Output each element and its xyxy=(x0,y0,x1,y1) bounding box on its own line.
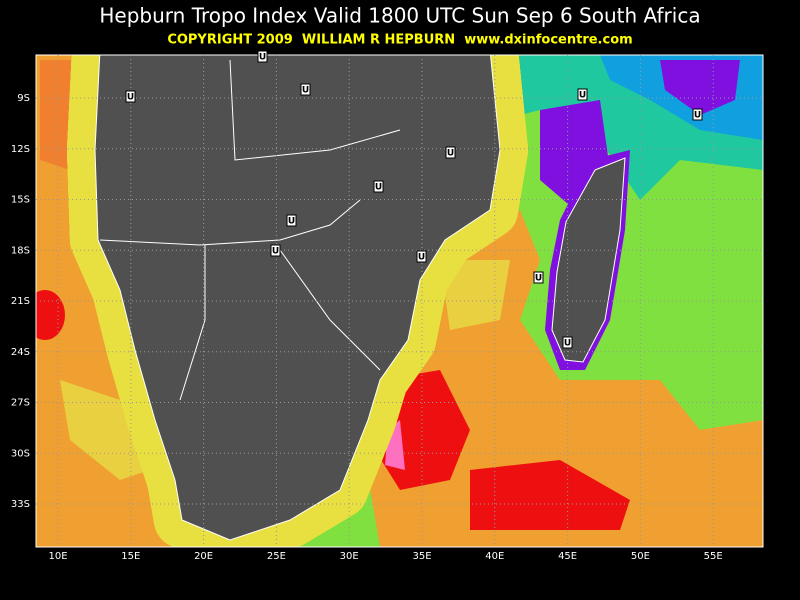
africa xyxy=(94,55,501,541)
title: Hepburn Tropo Index Valid 1800 UTC Sun S… xyxy=(99,4,700,28)
marker-label: U xyxy=(564,339,571,349)
lat-label: 12S xyxy=(11,144,30,155)
lon-label: 10E xyxy=(48,551,67,562)
purple-zone xyxy=(660,60,740,115)
marker-box xyxy=(445,146,456,159)
lon-label: 55E xyxy=(704,551,723,562)
lat-label: 24S xyxy=(11,347,30,358)
marker-label: U xyxy=(127,93,134,103)
madagascar xyxy=(551,157,626,363)
marker-box xyxy=(562,336,573,349)
lat-label: 33S xyxy=(11,499,30,510)
map-area xyxy=(36,55,763,547)
marker-label: U xyxy=(535,274,542,284)
lon-label: 50E xyxy=(631,551,650,562)
lat-label: 30S xyxy=(11,448,30,459)
lon-label: 35E xyxy=(412,551,431,562)
lon-label: 40E xyxy=(485,551,504,562)
lon-label: 15E xyxy=(121,551,140,562)
marker-label: U xyxy=(259,53,266,63)
lat-label: 18S xyxy=(11,245,30,256)
marker-label: U xyxy=(694,111,701,121)
marker-box xyxy=(373,180,384,193)
copyright: COPYRIGHT 2009 WILLIAM R HEPBURN www.dxi… xyxy=(167,33,632,48)
marker-label: U xyxy=(272,247,279,257)
marker-box xyxy=(300,83,311,96)
borders xyxy=(99,59,401,401)
lon-label: 20E xyxy=(194,551,213,562)
marker-label: U xyxy=(579,91,586,101)
lat-label: 9S xyxy=(17,93,30,104)
lat-label: 27S xyxy=(11,398,30,409)
marker-label: U xyxy=(447,149,454,159)
lon-label: 45E xyxy=(558,551,577,562)
lat-label: 15S xyxy=(11,195,30,206)
marker-box xyxy=(577,88,588,101)
lon-label: 25E xyxy=(267,551,286,562)
marker-box xyxy=(533,271,544,284)
marker-label: U xyxy=(302,86,309,96)
yellow-zone xyxy=(60,380,150,480)
marker-label: U xyxy=(288,217,295,227)
marker-label: U xyxy=(418,253,425,263)
red-zone-2 xyxy=(470,460,630,530)
marker-label: U xyxy=(375,183,382,193)
lat-label: 21S xyxy=(11,296,30,307)
marker-box xyxy=(125,90,136,103)
yellow-zone-2 xyxy=(440,260,510,330)
marker-box xyxy=(416,250,427,263)
marker-box xyxy=(257,50,268,63)
marker-box xyxy=(270,244,281,257)
marker-box xyxy=(692,108,703,121)
lon-label: 30E xyxy=(340,551,359,562)
marker-box xyxy=(286,214,297,227)
